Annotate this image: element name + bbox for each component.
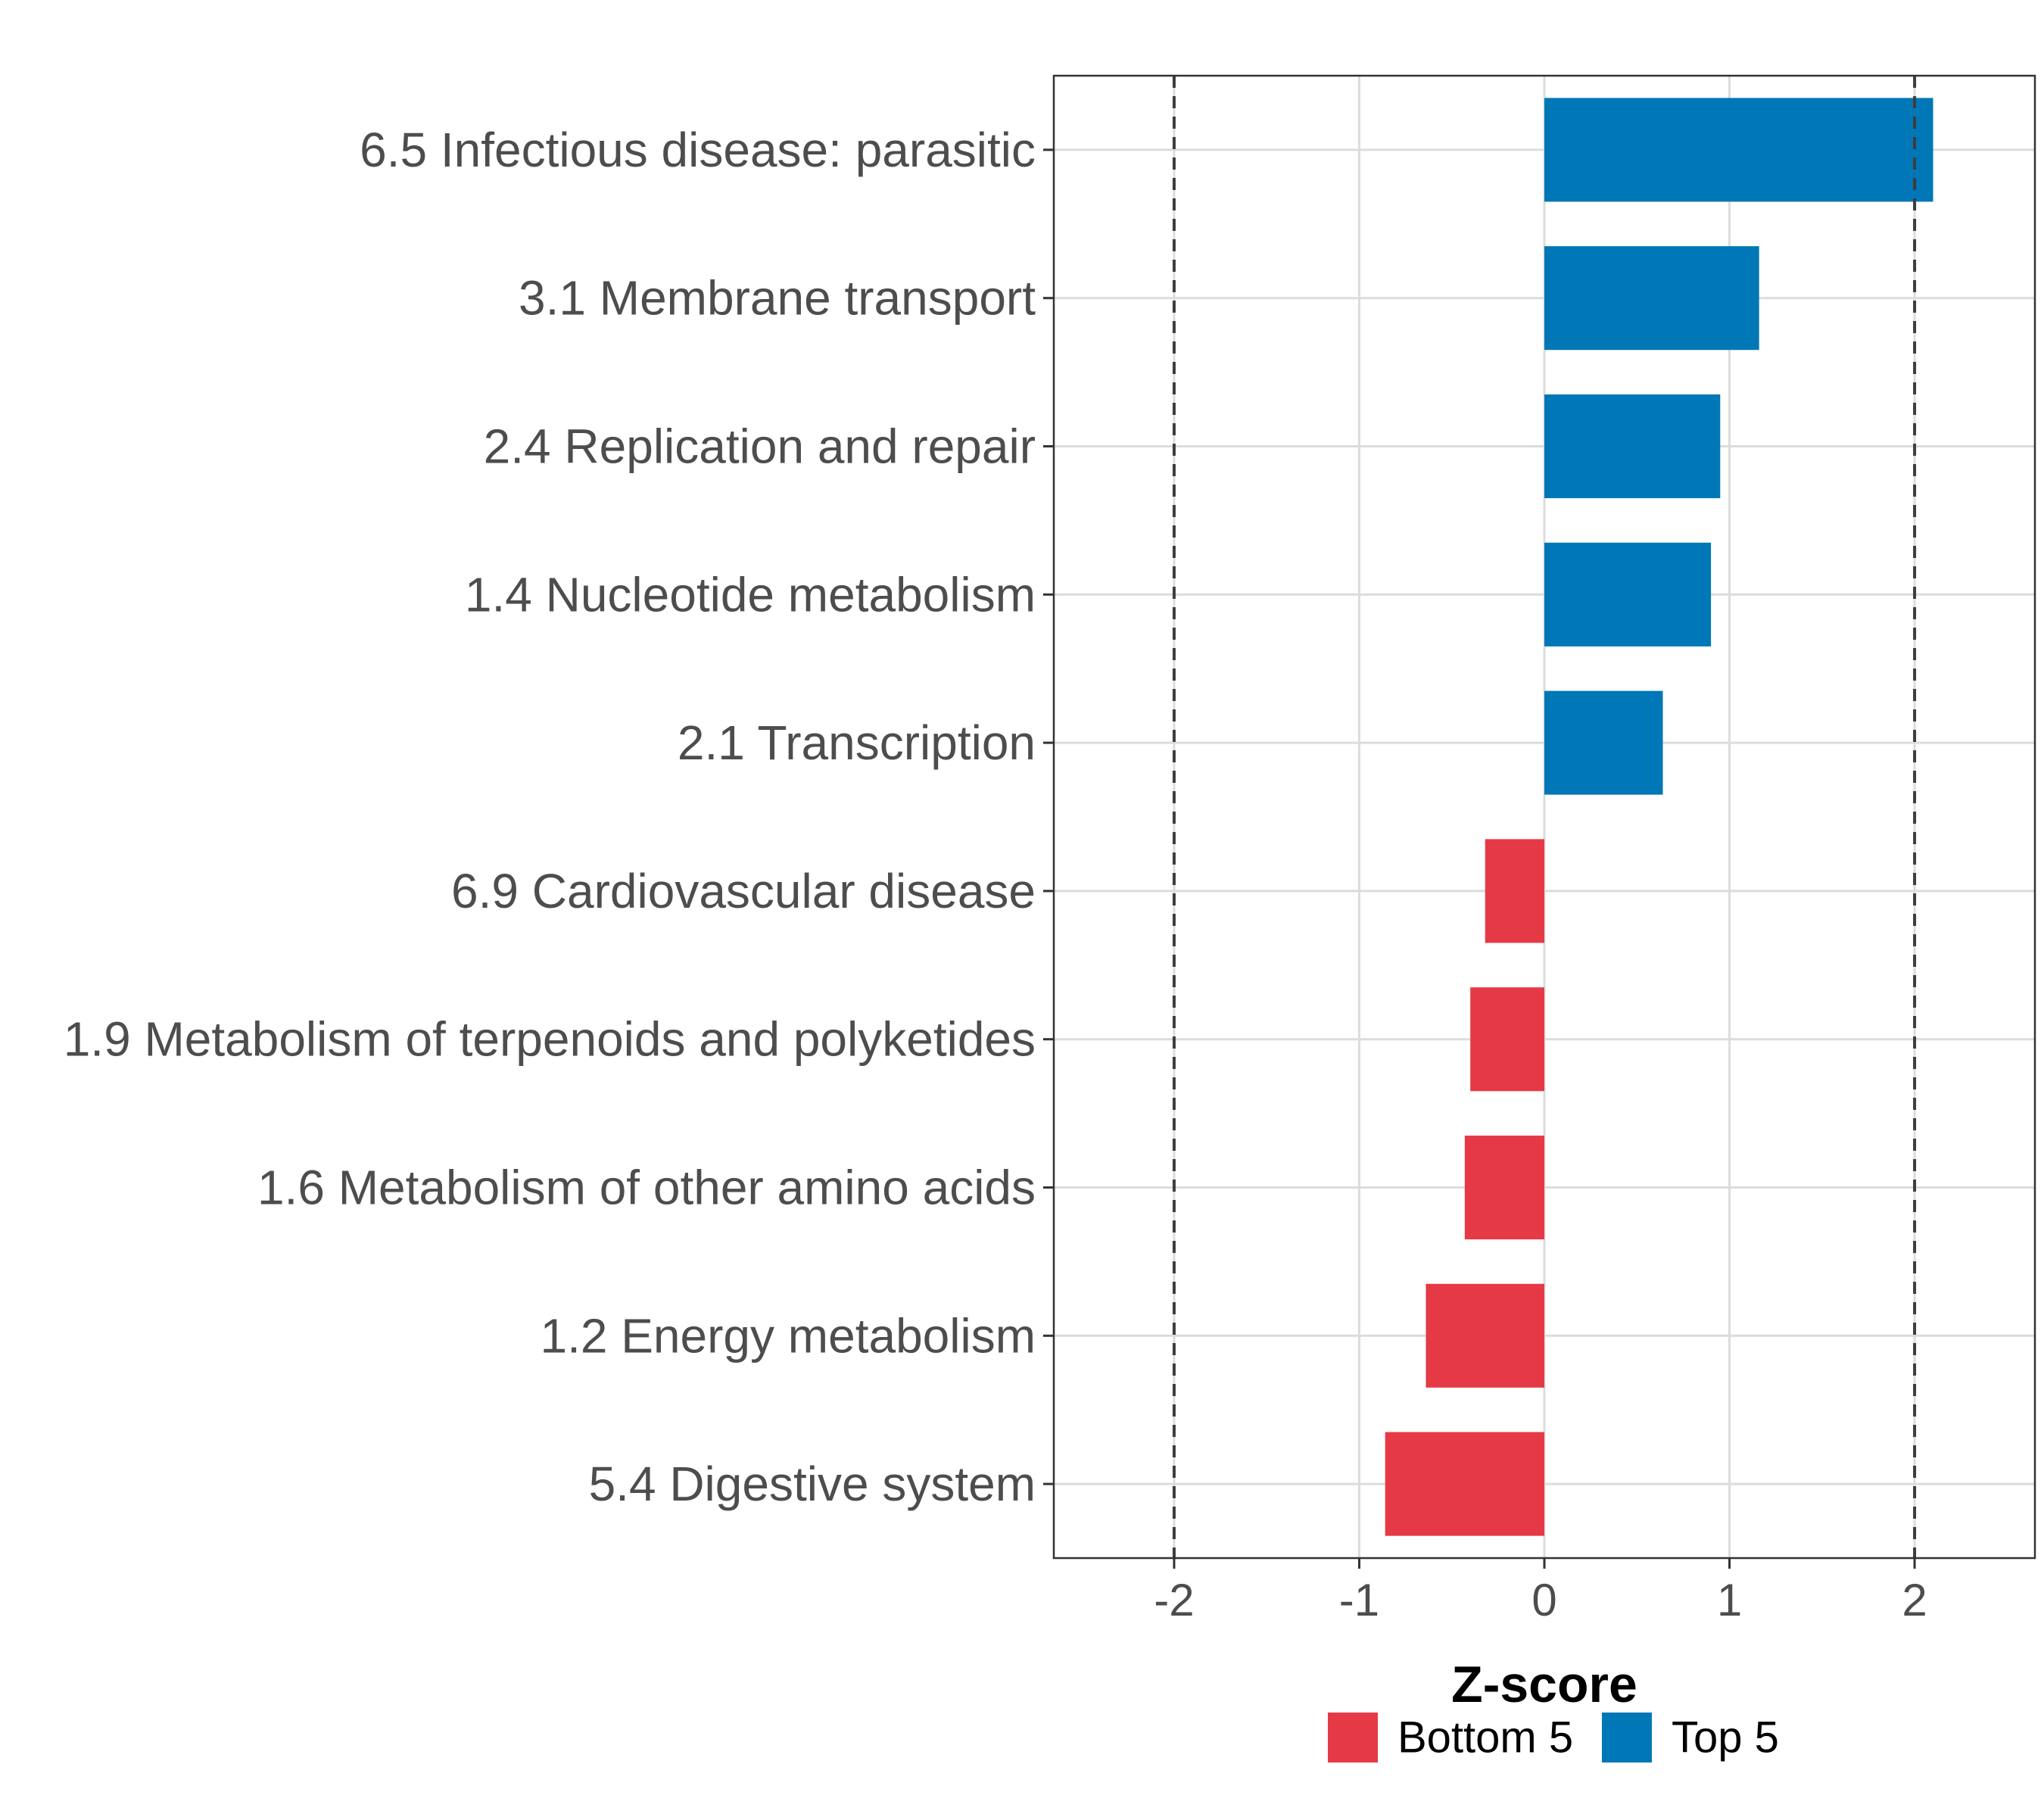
- x-axis-title: Z-score: [1451, 1656, 1637, 1713]
- legend-label: Top 5: [1672, 1713, 1779, 1762]
- bar: [1544, 394, 1721, 499]
- reference-lines: [1172, 76, 1917, 1558]
- y-axis-category-labels: 6.5 Infectious disease: parasitic 3.1 Mem…: [64, 123, 1036, 1511]
- bar: [1464, 1135, 1544, 1240]
- bar: [1385, 1432, 1544, 1536]
- y-category-label: 6.5 Infectious disease: parasitic: [360, 123, 1036, 177]
- bar: [1544, 246, 1759, 351]
- y-category-label: 1.2 Energy metabolism: [540, 1308, 1036, 1363]
- y-category-label: 6.9 Cardiovascular disease: [451, 864, 1036, 918]
- y-category-label: 1.6 Metabolism of other amino acids: [257, 1161, 1036, 1215]
- x-tick-label: 0: [1531, 1575, 1556, 1625]
- legend: Bottom 5 Top 5: [1328, 1713, 1779, 1762]
- bar: [1544, 98, 1933, 202]
- y-category-label: 5.4 Digestive system: [589, 1457, 1036, 1511]
- x-tick-label: 1: [1717, 1575, 1742, 1625]
- bar: [1426, 1283, 1544, 1388]
- x-tick-label: 2: [1902, 1575, 1927, 1625]
- x-tick-label: -2: [1154, 1575, 1194, 1625]
- x-tick-label: -1: [1339, 1575, 1379, 1625]
- y-category-label: 1.9 Metabolism of terpenoids and polyket…: [64, 1012, 1036, 1067]
- legend-key: [1602, 1713, 1652, 1762]
- bar: [1544, 542, 1712, 647]
- bars: [1385, 98, 1933, 1536]
- bar: [1470, 987, 1544, 1092]
- y-category-label: 2.1 Transcription: [678, 715, 1036, 770]
- legend-key: [1328, 1713, 1378, 1762]
- x-axis-ticks: [1173, 1558, 1916, 1569]
- y-axis-ticks: [1043, 148, 1054, 1485]
- y-category-label: 2.4 Replication and repair: [484, 419, 1036, 474]
- bar: [1485, 839, 1544, 943]
- x-axis-tick-labels: -2 -1 0 1 2: [1154, 1575, 1927, 1625]
- y-category-label: 3.1 Membrane transport: [519, 271, 1036, 326]
- y-category-label: 1.4 Nucleotide metabolism: [465, 567, 1036, 622]
- bar: [1544, 690, 1663, 795]
- legend-label: Bottom 5: [1397, 1713, 1573, 1762]
